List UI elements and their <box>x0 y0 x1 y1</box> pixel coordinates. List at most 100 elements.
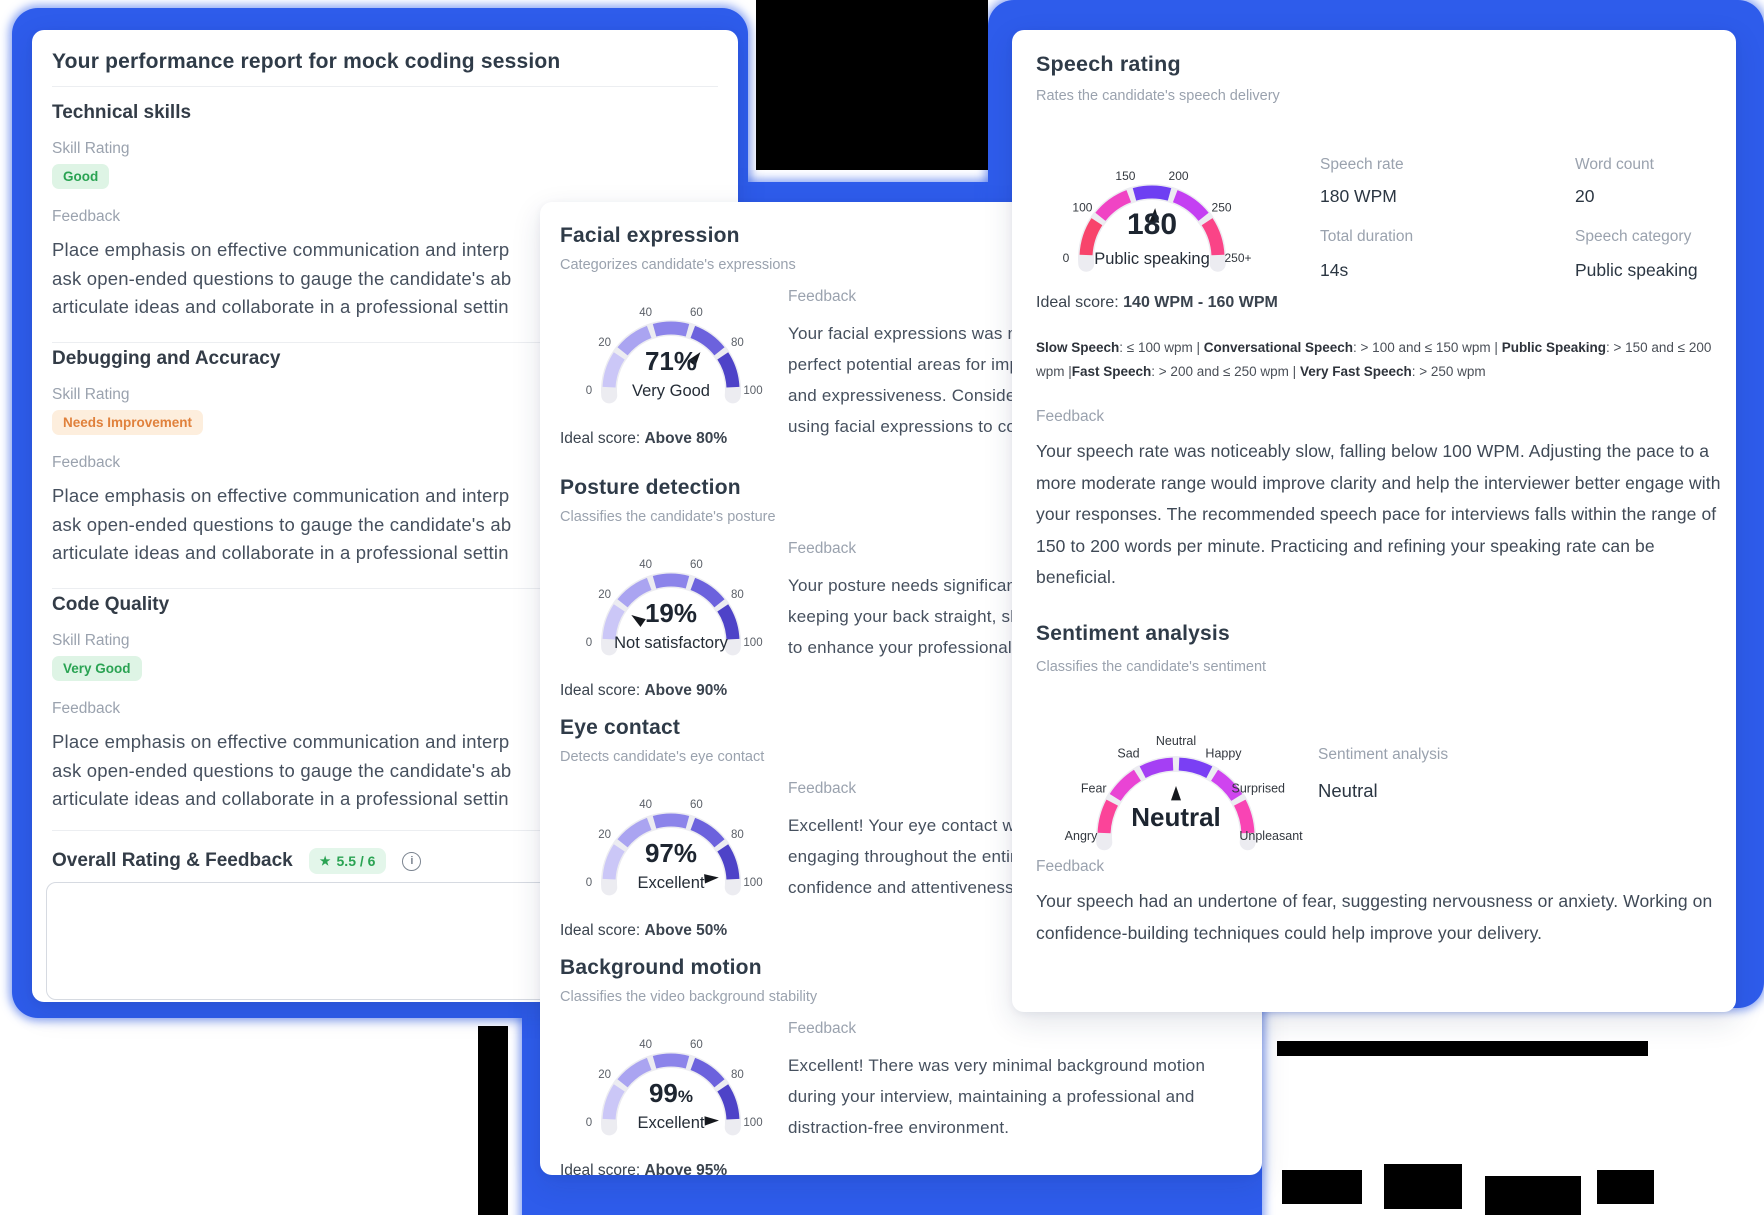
feedback-line: Place emphasis on effective communicatio… <box>52 731 510 752</box>
svg-text:250+: 250+ <box>1224 251 1251 265</box>
gauge-value: 71% <box>644 346 698 376</box>
stat-value-speech-rate: 180 WPM <box>1320 186 1397 206</box>
gauge-verdict: Excellent <box>637 874 705 892</box>
svg-text:80: 80 <box>731 1069 744 1081</box>
divider <box>52 342 718 343</box>
section-heading: Code Quality <box>52 594 170 615</box>
feedback-line: confidence and attentiveness. <box>788 878 1019 897</box>
section-heading: Technical skills <box>52 102 192 123</box>
black-artifact-bottom-left <box>478 1026 508 1215</box>
gauge-value: 99 <box>648 1078 678 1108</box>
stat-value-word-count: 20 <box>1575 186 1595 206</box>
svg-text:40: 40 <box>639 307 652 319</box>
feedback-text: Place emphasis on effective communicatio… <box>52 728 952 814</box>
stat-label-speech-rate: Speech rate <box>1320 156 1404 173</box>
skill-rating-label: Skill Rating <box>52 632 130 649</box>
metric-subtitle: Classifies the video background stabilit… <box>560 989 818 1005</box>
svg-text:20: 20 <box>598 589 611 601</box>
svg-text:0: 0 <box>586 637 592 649</box>
divider <box>52 588 718 589</box>
rating-badge: ★ 5.5 / 6 <box>308 848 387 874</box>
feedback-line: Place emphasis on effective communicatio… <box>52 485 510 506</box>
svg-text:80: 80 <box>731 829 744 841</box>
svg-text:200: 200 <box>1169 169 1189 183</box>
gauge-value: Neutral <box>1131 802 1221 832</box>
report-title: Your performance report for mock coding … <box>52 50 561 73</box>
sentiment-analysis-title: Sentiment analysis <box>1036 622 1230 645</box>
gauge-verdict: Not satisfactory <box>614 634 728 652</box>
gauge-arc: 0 100 150 200 250 250+ <box>1063 169 1252 272</box>
feedback-label: Feedback <box>52 454 121 471</box>
ideal-score: Ideal score: Above 95% <box>560 1162 728 1175</box>
svg-text:0: 0 <box>586 1117 592 1129</box>
speech-feedback-text: Your speech rate was noticeably slow, fa… <box>1036 441 1721 587</box>
overall-rating-row: Overall Rating & Feedback ★ 5.5 / 6 i <box>52 848 422 874</box>
feedback-line: during your interview, maintaining a pro… <box>788 1087 1195 1106</box>
svg-text:40: 40 <box>639 559 652 571</box>
feedback-line: articulate ideas and collaborate in a pr… <box>52 788 509 809</box>
speech-rate-gauge: 0 100 150 200 250 250+ 180 Public speaking <box>1012 130 1292 288</box>
svg-text:20: 20 <box>598 1069 611 1081</box>
svg-text:80: 80 <box>731 589 744 601</box>
black-artifact-noise <box>1597 1170 1654 1204</box>
speech-rating-subtitle: Rates the candidate's speech delivery <box>1036 88 1280 104</box>
metric-title: Eye contact <box>560 716 681 739</box>
section-heading: Debugging and Accuracy <box>52 348 281 369</box>
svg-text:Unpleasant: Unpleasant <box>1239 829 1303 843</box>
svg-text:Surprised: Surprised <box>1232 782 1286 796</box>
section-debugging-accuracy: Debugging and Accuracy Skill Rating Need… <box>52 348 738 594</box>
svg-text:100: 100 <box>743 877 762 889</box>
sentiment-gauge: Angry Fear Sad Neutral Happy Surprised Unpleas… <box>1012 694 1346 866</box>
info-icon[interactable]: i <box>402 851 422 871</box>
posture-detection-gauge: 0 20 40 60 80 100 19% Not satisfactory <box>546 534 796 674</box>
svg-text:60: 60 <box>690 799 703 811</box>
sentiment-analysis-subtitle: Classifies the candidate's sentiment <box>1036 659 1267 675</box>
metric-title: Background motion <box>560 956 762 979</box>
black-artifact-top <box>756 0 988 170</box>
svg-text:80: 80 <box>731 337 744 349</box>
feedback-label: Feedback <box>1036 858 1105 875</box>
svg-text:0: 0 <box>586 385 592 397</box>
svg-text:Angry: Angry <box>1065 829 1098 843</box>
speech-rating-title: Speech rating <box>1036 52 1181 76</box>
feedback-label: Feedback <box>788 780 857 797</box>
svg-text:100: 100 <box>743 385 762 397</box>
svg-text:20: 20 <box>598 829 611 841</box>
feedback-label: Feedback <box>52 208 121 225</box>
star-icon: ★ <box>319 854 331 868</box>
feedback-line: articulate ideas and collaborate in a pr… <box>52 542 509 563</box>
metric-title: Facial expression <box>560 224 740 247</box>
gauge-verdict: Excellent <box>637 1114 705 1132</box>
svg-text:100: 100 <box>1072 200 1092 214</box>
stat-label-word-count: Word count <box>1575 156 1654 173</box>
svg-text:Sad: Sad <box>1117 747 1139 761</box>
metric-subtitle: Categorizes candidate's expressions <box>560 257 796 273</box>
section-technical-skills: Technical skills Skill Rating Good Feedb… <box>52 102 738 348</box>
feedback-line: distraction-free environment. <box>788 1118 1010 1137</box>
svg-text:0: 0 <box>586 877 592 889</box>
speech-rating-card: Speech rating Rates the candidate's spee… <box>1012 30 1736 1012</box>
gauge-label: Public speaking <box>1094 250 1210 268</box>
svg-text:250: 250 <box>1212 200 1232 214</box>
stat-label-total-duration: Total duration <box>1320 228 1414 245</box>
black-artifact-bar <box>1277 1041 1648 1056</box>
eye-contact-gauge: 0 20 40 60 80 100 97% Excellent <box>546 774 796 914</box>
feedback-line: ask open-ended questions to gauge the ca… <box>52 267 512 289</box>
svg-text:60: 60 <box>690 1039 703 1051</box>
svg-text:60: 60 <box>690 559 703 571</box>
gauge-arc: Angry Fear Sad Neutral Happy Surprised Unpleas… <box>1065 734 1303 851</box>
metric-subtitle: Classifies the candidate's posture <box>560 509 776 525</box>
gauge-verdict: Very Good <box>632 382 710 400</box>
section-code-quality: Code Quality Skill Rating Very Good Feed… <box>52 594 738 840</box>
svg-text:0: 0 <box>1063 251 1070 265</box>
svg-text:Neutral: Neutral <box>1156 734 1196 748</box>
svg-text:150: 150 <box>1115 169 1135 183</box>
black-artifact-noise <box>1282 1170 1362 1204</box>
ideal-score: Ideal score: Above 90% <box>560 682 728 699</box>
svg-text:100: 100 <box>743 1117 762 1129</box>
svg-text:40: 40 <box>639 1039 652 1051</box>
metric-subtitle: Detects candidate's eye contact <box>560 749 765 765</box>
feedback-line: articulate ideas and collaborate in a pr… <box>52 296 509 317</box>
stat-value-speech-category: Public speaking <box>1575 260 1698 280</box>
